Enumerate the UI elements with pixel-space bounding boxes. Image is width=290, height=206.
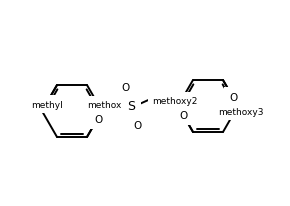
Text: methoxy2: methoxy2	[152, 97, 198, 106]
Text: methoxy: methoxy	[87, 101, 127, 110]
Text: O: O	[133, 121, 141, 130]
Text: O: O	[94, 114, 102, 124]
Text: O: O	[179, 110, 187, 120]
Text: O: O	[229, 93, 237, 103]
Text: N: N	[153, 92, 161, 103]
Text: S: S	[127, 100, 135, 113]
Text: O: O	[121, 83, 129, 92]
Text: methoxy3: methoxy3	[218, 107, 264, 116]
Text: H: H	[159, 92, 167, 103]
Text: Cl: Cl	[255, 102, 265, 111]
Text: methyl: methyl	[31, 100, 63, 109]
